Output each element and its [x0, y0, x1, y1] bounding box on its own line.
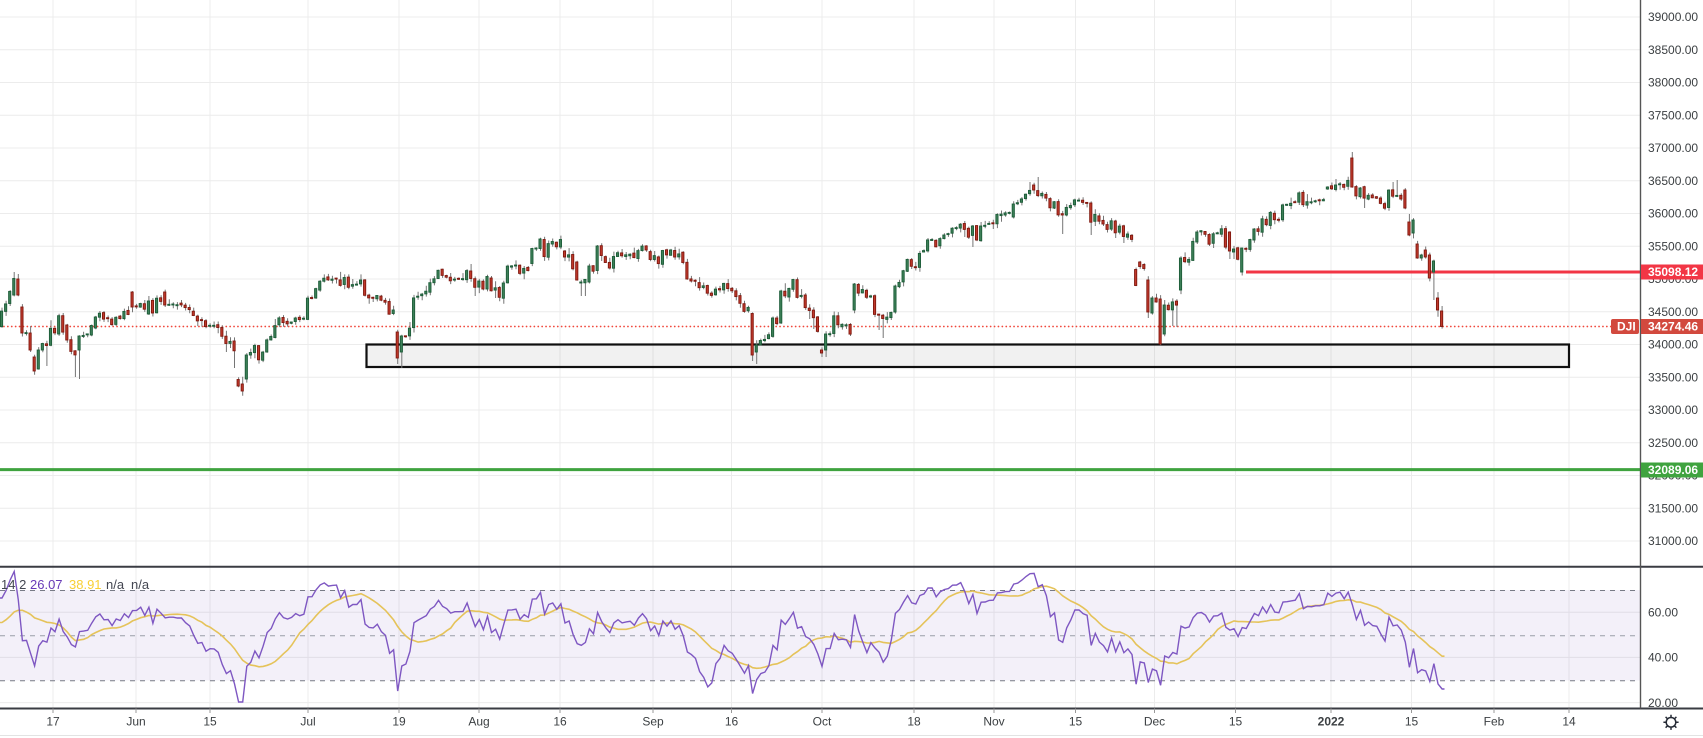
svg-text:40.00: 40.00 [1648, 651, 1678, 665]
svg-text:15: 15 [1229, 715, 1243, 729]
svg-text:n/a: n/a [131, 577, 150, 592]
svg-text:16: 16 [725, 715, 739, 729]
svg-text:35500.00: 35500.00 [1648, 239, 1698, 253]
svg-text:32089.06: 32089.06 [1648, 463, 1698, 477]
svg-text:38500.00: 38500.00 [1648, 43, 1698, 57]
svg-text:35098.12: 35098.12 [1648, 265, 1698, 279]
svg-text:31500.00: 31500.00 [1648, 502, 1698, 516]
svg-text:34000.00: 34000.00 [1648, 338, 1698, 352]
svg-text:17: 17 [46, 715, 60, 729]
svg-text:36500.00: 36500.00 [1648, 174, 1698, 188]
svg-text:37500.00: 37500.00 [1648, 109, 1698, 123]
svg-text:Dec: Dec [1144, 715, 1165, 729]
svg-text:33500.00: 33500.00 [1648, 370, 1698, 384]
svg-text:60.00: 60.00 [1648, 605, 1678, 619]
svg-text:19: 19 [392, 715, 406, 729]
svg-text:15: 15 [1405, 715, 1419, 729]
svg-text:n/a: n/a [106, 577, 125, 592]
svg-text:33000.00: 33000.00 [1648, 403, 1698, 417]
svg-text:39000.00: 39000.00 [1648, 10, 1698, 24]
svg-text:14: 14 [1562, 715, 1576, 729]
svg-text:Sep: Sep [642, 715, 664, 729]
svg-text:18: 18 [907, 715, 921, 729]
svg-text:14 2: 14 2 [1, 577, 26, 592]
svg-text:15: 15 [1069, 715, 1083, 729]
svg-text:34274.46: 34274.46 [1648, 320, 1698, 334]
svg-text:34500.00: 34500.00 [1648, 305, 1698, 319]
svg-text:20.00: 20.00 [1648, 696, 1678, 710]
svg-text:Feb: Feb [1484, 715, 1505, 729]
svg-text:15: 15 [203, 715, 217, 729]
svg-text:31000.00: 31000.00 [1648, 534, 1698, 548]
svg-text:38.91: 38.91 [69, 577, 102, 592]
svg-text:Aug: Aug [468, 715, 489, 729]
svg-text:DJI: DJI [1617, 320, 1636, 334]
svg-text:38000.00: 38000.00 [1648, 76, 1698, 90]
svg-text:36000.00: 36000.00 [1648, 207, 1698, 221]
svg-text:37000.00: 37000.00 [1648, 141, 1698, 155]
svg-text:26.07: 26.07 [30, 577, 63, 592]
svg-text:2022: 2022 [1318, 715, 1345, 729]
svg-text:Jun: Jun [126, 715, 145, 729]
svg-text:Nov: Nov [983, 715, 1004, 729]
svg-text:Jul: Jul [300, 715, 315, 729]
svg-text:32500.00: 32500.00 [1648, 436, 1698, 450]
svg-text:Oct: Oct [813, 715, 832, 729]
svg-text:16: 16 [553, 715, 567, 729]
